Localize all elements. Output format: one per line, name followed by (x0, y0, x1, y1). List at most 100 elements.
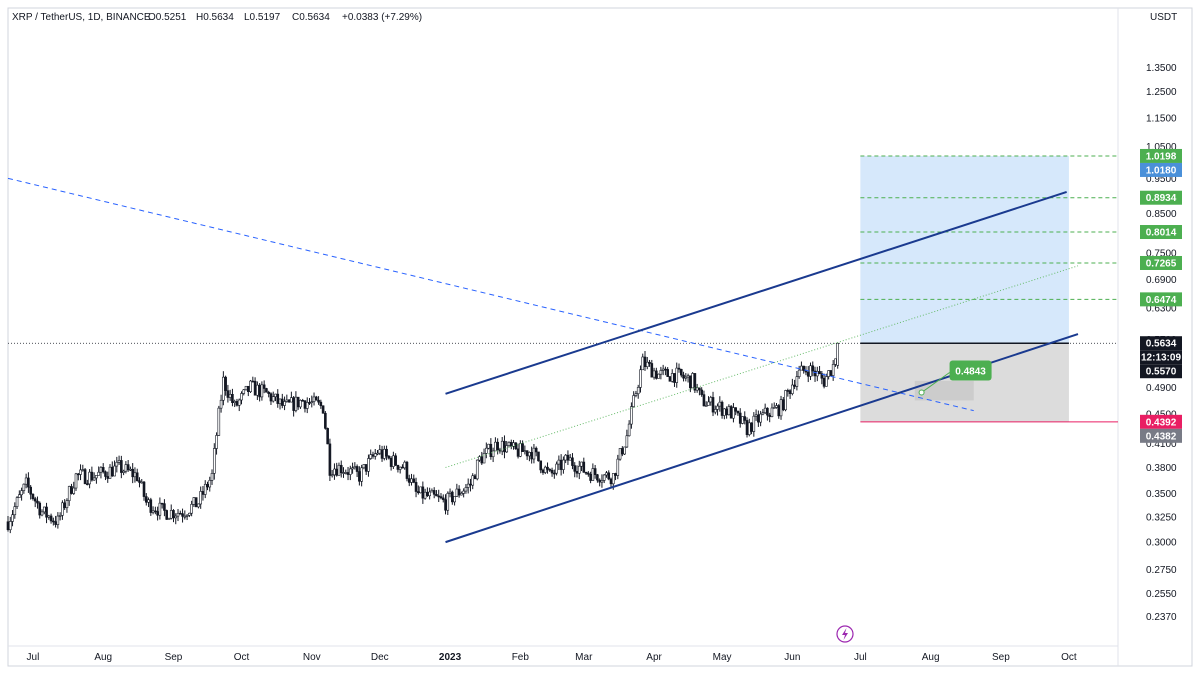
price-badge-label: 0.6474 (1146, 295, 1177, 306)
candle-body (258, 384, 261, 398)
candle-body (446, 493, 450, 511)
price-badge-label: 0.7265 (1146, 258, 1177, 269)
price-badges: 1.0198 1.0180 0.8934 0.8014 0.7265 0.6474 0.56… (1140, 148, 1182, 443)
candle-body (206, 483, 209, 488)
x-tick-label: 2023 (439, 652, 462, 663)
candle-body (260, 384, 264, 398)
candle-body (648, 361, 651, 364)
candle-body (344, 472, 348, 474)
candle-body (222, 376, 225, 401)
candle-body (811, 365, 815, 372)
candle-body (541, 469, 545, 473)
candle-body (460, 493, 463, 496)
candle-body (815, 371, 819, 377)
candle-body (750, 422, 753, 432)
candle-body (598, 479, 601, 483)
candle-body (825, 376, 828, 387)
candle-body (675, 367, 679, 383)
candle-body (496, 441, 499, 450)
candle-body (664, 368, 667, 371)
candle-body (532, 447, 536, 460)
candle-body (226, 390, 230, 398)
candle-body (83, 469, 87, 485)
candle-body (559, 459, 563, 470)
callout-pointer (921, 372, 950, 393)
candle-body (351, 467, 354, 470)
candle-body (457, 488, 461, 496)
y-tick-label: 1.1500 (1146, 114, 1177, 125)
candle-body (539, 460, 543, 471)
y-tick-label: 0.2750 (1146, 565, 1177, 576)
price-badge-label: 0.5570 (1146, 367, 1177, 378)
candle-body (698, 387, 701, 391)
candle-body (101, 467, 105, 473)
candle-body (58, 515, 62, 517)
annotation-back-layer (8, 155, 1118, 423)
candle-body (557, 459, 561, 465)
candle-body (367, 458, 370, 472)
candle-body (142, 481, 146, 497)
candle-body (757, 414, 760, 423)
candle-body (775, 405, 778, 408)
candle-body (589, 473, 592, 481)
candle-body (659, 370, 663, 375)
candle-body (197, 503, 200, 508)
candle-body (138, 480, 141, 483)
price-badge (1140, 336, 1182, 351)
candle-body (167, 517, 171, 520)
candle-body (42, 506, 46, 513)
candle-body (428, 491, 431, 497)
candle-body (691, 373, 694, 389)
candle-body (621, 448, 624, 455)
candle-body (417, 491, 420, 494)
target-zone-box (860, 155, 1069, 344)
candle-body (262, 384, 266, 389)
candle-body (761, 412, 765, 415)
x-tick-label: Mar (575, 652, 593, 663)
candle-body (76, 473, 80, 476)
candle-body (20, 490, 23, 496)
time-axis[interactable]: Jul Aug Sep Oct Nov Dec 2023 Feb Mar Apr May Jun Jul… (27, 652, 1077, 663)
candle-body (373, 453, 377, 457)
y-tick-label: 0.3500 (1146, 489, 1177, 500)
candle-body (537, 451, 540, 462)
x-tick-label: Nov (303, 652, 321, 663)
candle-body (274, 393, 277, 398)
candle-body (360, 467, 363, 482)
candle-body (834, 358, 837, 365)
candle-body (584, 471, 588, 474)
price-badge (1140, 292, 1182, 307)
alert-icon[interactable] (836, 625, 854, 643)
candle-body (763, 407, 767, 414)
candle-body (115, 461, 119, 467)
candle-body (120, 460, 123, 473)
candle-body (747, 422, 751, 435)
candle-body (353, 466, 357, 469)
candle-body (144, 496, 148, 503)
y-tick-label: 0.4900 (1146, 383, 1177, 394)
currency-label: USDT (1150, 12, 1177, 23)
y-tick-label: 1.3500 (1146, 63, 1177, 74)
y-tick-label: 0.3250 (1146, 512, 1177, 523)
candle-body (29, 486, 32, 495)
x-tick-label: Jul (854, 652, 867, 663)
candle-body (453, 496, 456, 503)
candle-body (489, 443, 493, 458)
candle-body (147, 499, 150, 503)
candle-body (786, 390, 790, 392)
y-tick-label: 0.6900 (1146, 275, 1177, 286)
candle-body (516, 448, 520, 457)
candle-body (636, 387, 640, 395)
candle-body (414, 482, 418, 492)
y-tick-label: 1.2500 (1146, 87, 1177, 98)
candle-body (707, 401, 710, 406)
candle-body (609, 478, 613, 485)
y-tick-label: 0.2550 (1146, 589, 1177, 600)
candle-body (378, 449, 382, 454)
candle-body (591, 468, 595, 481)
candle-body (149, 499, 153, 513)
high-value: H0.5634 (196, 12, 234, 23)
candle-body (154, 510, 157, 513)
y-tick-label: 0.6300 (1146, 303, 1177, 314)
